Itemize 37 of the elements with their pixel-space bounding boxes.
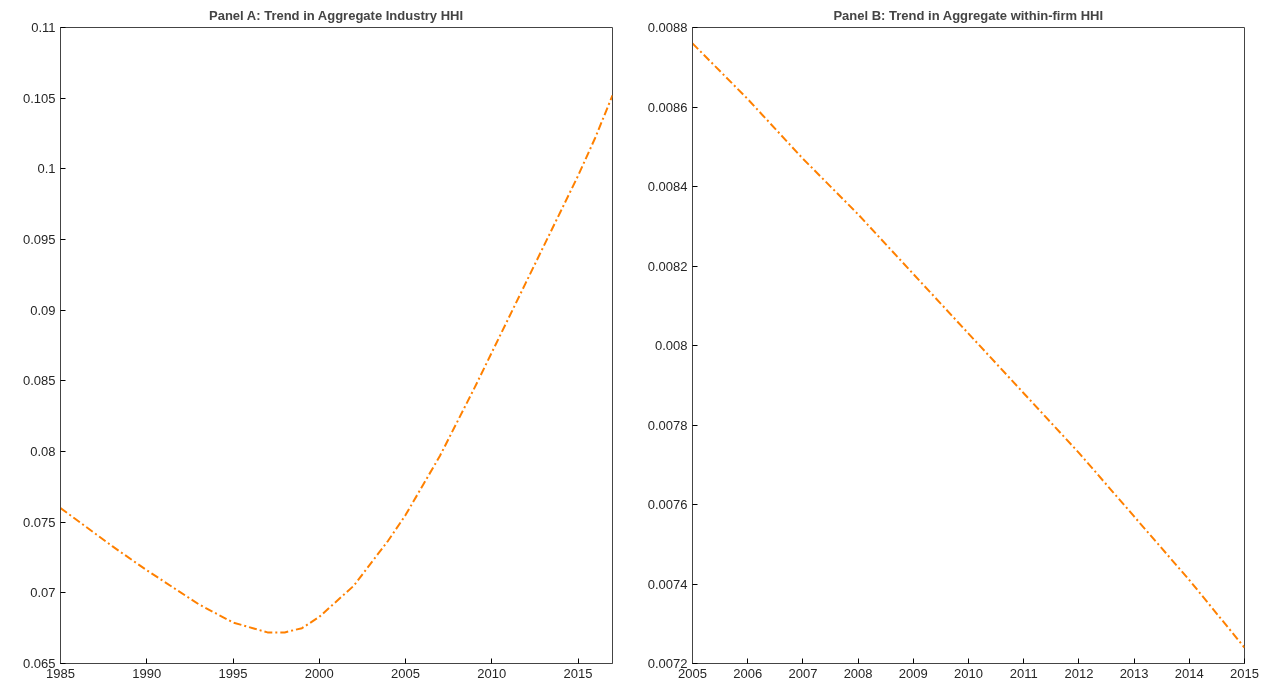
line-series [692,42,1245,649]
x-tick-label: 2000 [304,665,334,681]
chart-title: Panel B: Trend in Aggregate within-firm HHI [833,7,1104,23]
x-tick-label: 2012 [1064,665,1094,681]
y-tick-label: 0.07 [30,585,56,601]
y-tick-label: 0.095 [22,232,56,247]
x-tick-label: 1995 [218,665,248,681]
x-tick-label: 2008 [843,665,873,681]
x-tick-label: 2009 [898,665,928,681]
y-tick-label: 0.085 [22,373,56,389]
y-tick-label: 0.0086 [647,99,688,115]
x-tick-label: 2011 [1009,665,1038,681]
y-tick-label: 0.0084 [647,179,688,194]
x-tick-label: 2015 [1230,665,1259,681]
x-tick-label: 2010 [954,665,983,681]
x-tick-label: 2005 [391,665,420,681]
y-tick-label: 0.0088 [647,20,688,35]
x-tick-label: 1990 [132,665,162,681]
y-tick-label: 0.08 [30,444,56,459]
chart-title: Panel A: Trend in Aggregate Industry HHI [209,7,464,23]
y-tick-label: 0.0076 [647,497,688,512]
x-tick-label: 2015 [563,665,593,681]
x-tick-label: 2007 [788,665,818,681]
y-tick-label: 0.0074 [647,576,688,592]
x-tick-label: 2014 [1174,665,1204,681]
y-tick-label: 0.075 [22,514,56,530]
y-tick-label: 0.09 [30,302,56,318]
x-tick-label: 2013 [1119,665,1149,681]
y-tick-label: 0.008 [654,338,688,353]
x-tick-label: 2006 [733,665,763,681]
y-tick-label: 0.1 [37,161,56,177]
y-tick-label: 0.0082 [647,258,688,274]
y-tick-label: 0.0078 [647,417,688,433]
x-tick-label: 2010 [477,665,507,681]
line-series [60,94,613,634]
y-tick-label: 0.11 [31,20,56,35]
y-tick-label: 0.105 [22,90,56,106]
